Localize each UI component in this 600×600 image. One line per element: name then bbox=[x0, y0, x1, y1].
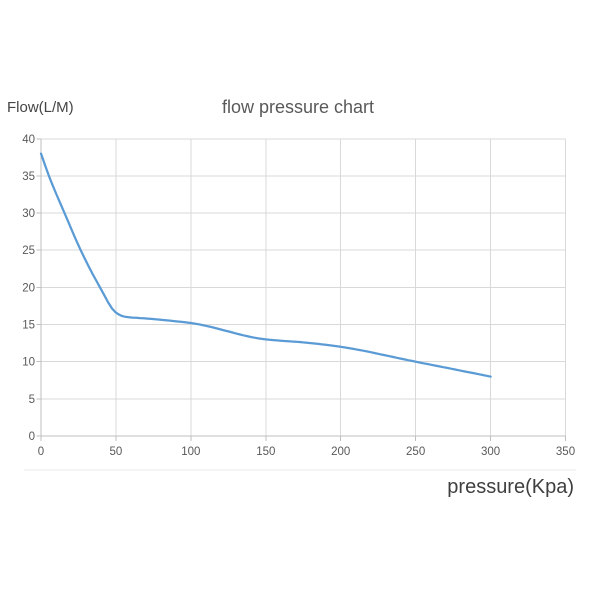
svg-text:25: 25 bbox=[22, 245, 35, 257]
svg-text:350: 350 bbox=[556, 446, 575, 458]
svg-text:200: 200 bbox=[331, 446, 350, 458]
svg-text:pressure(Kpa): pressure(Kpa) bbox=[447, 476, 574, 498]
svg-text:0: 0 bbox=[38, 446, 44, 458]
svg-text:300: 300 bbox=[481, 446, 500, 458]
svg-text:50: 50 bbox=[110, 446, 123, 458]
svg-text:150: 150 bbox=[256, 446, 275, 458]
svg-text:100: 100 bbox=[181, 446, 200, 458]
svg-text:5: 5 bbox=[29, 394, 35, 406]
svg-text:0: 0 bbox=[29, 431, 35, 443]
svg-text:250: 250 bbox=[406, 446, 425, 458]
svg-text:40: 40 bbox=[22, 134, 35, 146]
svg-text:Flow(L/M): Flow(L/M) bbox=[7, 99, 74, 116]
svg-text:30: 30 bbox=[22, 208, 35, 220]
svg-text:10: 10 bbox=[22, 357, 35, 369]
svg-text:flow pressure chart: flow pressure chart bbox=[222, 97, 374, 117]
svg-text:15: 15 bbox=[22, 320, 35, 332]
svg-text:35: 35 bbox=[22, 171, 35, 183]
svg-text:20: 20 bbox=[22, 282, 35, 294]
